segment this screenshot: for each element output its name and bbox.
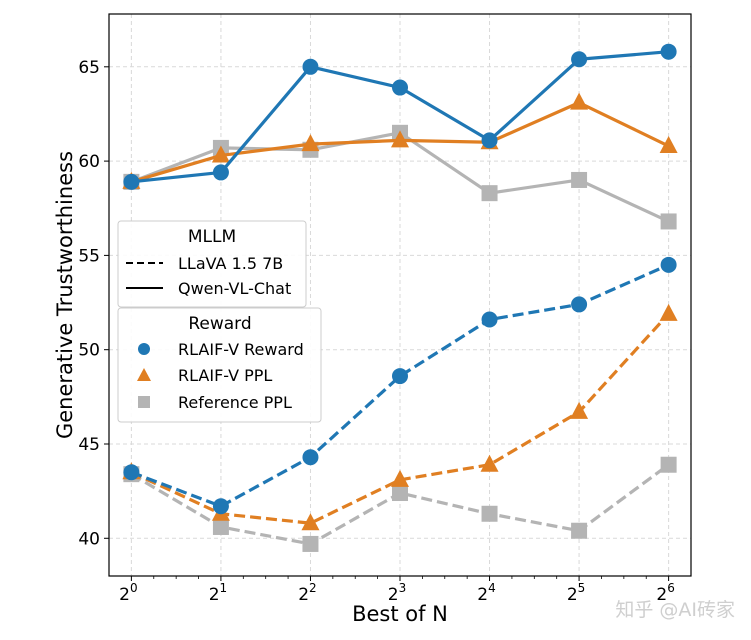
x-axis-label: Best of N (352, 602, 448, 626)
legend-reference-ppl-label: Reference PPL (178, 393, 292, 412)
y-tick-label: 40 (78, 529, 100, 549)
x-tick-label: 21 (209, 581, 227, 605)
legend-reward-title: Reward (188, 314, 251, 334)
data-point-circle (123, 173, 140, 190)
y-tick-label: 55 (78, 246, 100, 266)
data-point-square (302, 535, 319, 552)
data-point-square (212, 518, 229, 535)
data-point-circle (481, 132, 498, 149)
series (123, 256, 677, 515)
data-point-circle (123, 464, 140, 481)
data-point-square (392, 485, 408, 502)
data-point-triangle (301, 134, 320, 152)
data-point-square (571, 171, 588, 188)
data-point-circle (571, 296, 588, 313)
data-point-circle (212, 498, 229, 515)
data-point-triangle (391, 130, 409, 148)
data-point-triangle (211, 145, 230, 163)
x-tick-label: 25 (567, 581, 585, 605)
legend-reward-frame (117, 307, 322, 423)
legend-llava-label: LLaVA 1.5 7B (178, 254, 283, 273)
legend-qwen-label: Qwen-VL-Chat (178, 279, 291, 298)
x-tick-label: 22 (298, 581, 316, 605)
legend-square-marker (138, 396, 150, 408)
y-tick-label: 45 (78, 435, 100, 455)
legend-rlaifv-ppl-label: RLAIF-V PPL (178, 366, 272, 385)
legend-reward: Reward RLAIF-V Reward RLAIF-V PPL Refere… (117, 307, 322, 423)
y-axis-label: Generative Trustworthiness (53, 151, 77, 439)
legend-mllm-title: MLLM (188, 227, 236, 247)
watermark-text: 知乎 @AI砖家 (615, 599, 735, 621)
data-point-square (660, 213, 677, 230)
data-point-triangle (301, 513, 320, 531)
data-point-triangle (659, 136, 678, 154)
data-point-circle (660, 256, 677, 273)
data-point-square (571, 522, 588, 539)
data-point-triangle (570, 401, 589, 419)
data-point-circle (392, 368, 408, 385)
legend-mllm: MLLM LLaVA 1.5 7B Qwen-VL-Chat (117, 220, 307, 308)
data-point-square (481, 505, 498, 522)
data-point-circle (660, 43, 677, 60)
data-point-circle (571, 51, 588, 68)
data-point-triangle (391, 469, 409, 487)
legend-mllm-frame (117, 220, 307, 308)
data-point-circle (481, 311, 498, 328)
x-tick-label: 24 (477, 581, 495, 605)
data-point-circle (302, 449, 319, 466)
data-point-triangle (480, 454, 499, 472)
data-point-square (481, 185, 498, 202)
series-group (122, 43, 678, 552)
data-point-circle (212, 164, 229, 181)
series (123, 43, 677, 190)
data-point-circle (392, 79, 408, 96)
data-point-triangle (659, 303, 678, 321)
y-tick-label: 50 (78, 341, 100, 361)
y-tick-label: 60 (78, 152, 100, 172)
data-point-circle (302, 58, 319, 75)
legend-triangle-marker (137, 368, 151, 381)
y-tick-label: 65 (78, 58, 100, 78)
legend-circle-marker (138, 343, 150, 355)
data-point-triangle (570, 92, 589, 110)
data-point-square (660, 456, 677, 473)
legend-rlaifv-reward-label: RLAIF-V Reward (178, 340, 304, 359)
x-tick-label: 20 (119, 581, 137, 605)
